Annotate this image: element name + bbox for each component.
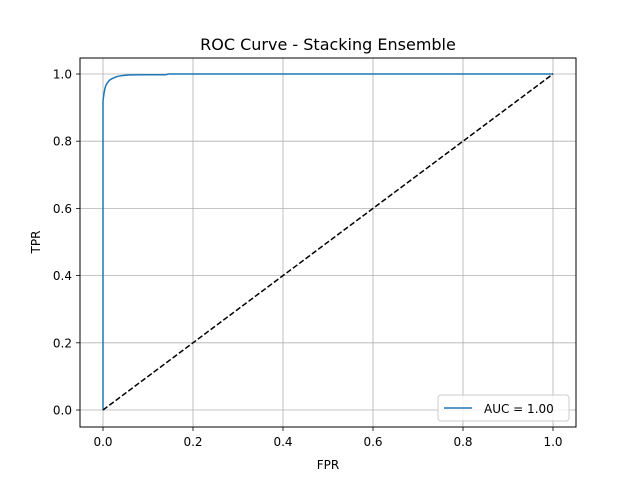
legend-box — [437, 394, 570, 422]
legend-label: AUC = 1.00 — [484, 402, 554, 416]
x-tick-label: 1.0 — [543, 435, 562, 449]
y-axis-ticks: 0.0 0.2 0.4 0.6 0.8 1.0 — [53, 68, 80, 418]
roc-curve-line — [102, 73, 553, 410]
y-tick-label: 0.0 — [53, 404, 72, 418]
x-axis-label: FPR — [317, 458, 339, 472]
x-tick-label: 0.2 — [183, 435, 202, 449]
x-tick-label: 0.8 — [453, 435, 472, 449]
y-tick-label: 1.0 — [53, 68, 72, 82]
chance-diagonal-line — [102, 73, 554, 411]
chart-title: ROC Curve - Stacking Ensemble — [200, 35, 456, 54]
plot-area — [102, 73, 554, 411]
x-axis-ticks: 0.0 0.2 0.4 0.6 0.8 1.0 — [93, 427, 563, 449]
y-tick-label: 0.2 — [53, 336, 72, 350]
x-tick-label: 0.0 — [93, 435, 112, 449]
y-tick-label: 0.4 — [53, 269, 72, 283]
legend: AUC = 1.00 — [437, 394, 570, 422]
y-tick-label: 0.8 — [53, 135, 72, 149]
axes-frame — [79, 57, 577, 428]
y-axis-label: TPR — [29, 231, 43, 255]
x-tick-label: 0.4 — [273, 435, 292, 449]
y-tick-label: 0.6 — [53, 202, 72, 216]
x-tick-label: 0.6 — [363, 435, 382, 449]
